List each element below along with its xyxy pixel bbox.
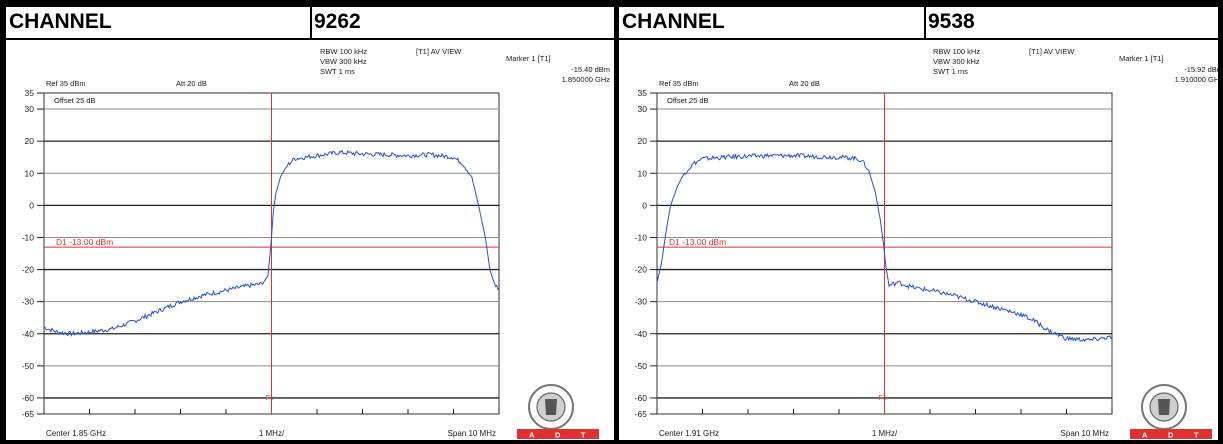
chart0-limit-line-label: D1 -13.00 dBm — [56, 237, 113, 247]
chart1-rbw-label: RBW 100 kHz — [933, 47, 980, 56]
chart1-span-label: Span 10 MHz — [1061, 429, 1109, 438]
chart1-y-tick-label: 35 — [638, 88, 648, 98]
chart0-ref-level-label: Ref 35 dBm — [46, 79, 86, 88]
chart0-y-tick-label: -10 — [22, 232, 35, 242]
chart1-ref-level-label: Ref 35 dBm — [659, 79, 699, 88]
chart0-y-tick-label: 30 — [25, 104, 35, 114]
spectrum-plot-channel-9262: 35 30 20 10 0 -10 -20 -30 -40 -50 -60 -65 RBW 100 kH… — [22, 47, 611, 440]
chart1-y-tick-label: -30 — [635, 297, 648, 307]
center-divider — [614, 0, 619, 444]
chart1-y-tick-label: 30 — [638, 104, 648, 114]
chart0-rbw-label: RBW 100 kHz — [320, 47, 367, 56]
chart1-y-tick-label: -40 — [635, 329, 648, 339]
top-border — [0, 0, 1223, 7]
chart0-y-tick-label: -60 — [22, 393, 35, 403]
chart0-seal-emblem — [545, 399, 557, 415]
chart1-swt-label: SWT 1 ms — [933, 67, 968, 76]
chart1-adt-letter-a: A — [1142, 431, 1148, 440]
chart1-limit-line-label: D1 -13.00 dBm — [669, 237, 726, 247]
chart0-y-tick-label: 0 — [29, 200, 34, 210]
chart1-attenuation-label: Att 20 dB — [789, 79, 820, 88]
chart1-y-tick-label: 10 — [638, 168, 648, 178]
header-channel-value-left: 9262 — [311, 7, 614, 39]
chart0-y-tick-label: 10 — [25, 168, 35, 178]
chart0-view-label: [T1] AV VIEW — [416, 47, 462, 56]
left-border — [0, 0, 6, 444]
chart0-adt-letter-t: T — [581, 431, 586, 440]
chart0-offset-label: Offset 25 dB — [54, 96, 96, 105]
chart1-adt-letter-t: T — [1194, 431, 1199, 440]
chart1-marker-level: -15.92 dBm — [1184, 65, 1218, 74]
header-cell-divider-left — [310, 7, 312, 39]
bottom-border — [0, 440, 1223, 444]
chart1-view-label: [T1] AV VIEW — [1029, 47, 1075, 56]
chart1-center-frequency-label: Center 1.91 GHz — [659, 429, 719, 438]
chart0-y-tick-label: 20 — [25, 136, 35, 146]
chart1-vbw-label: VBW 300 kHz — [933, 57, 980, 66]
chart0-swt-label: SWT 1 ms — [320, 67, 355, 76]
chart0-y-tick-label: -50 — [22, 361, 35, 371]
chart0-y-tick-label: -65 — [22, 409, 35, 419]
header-channel-label-right: CHANNEL — [619, 7, 925, 39]
chart1-adt-badge — [1130, 429, 1212, 439]
chart0-vbw-label: VBW 300 kHz — [320, 57, 367, 66]
chart0-y-tick-label: -40 — [22, 329, 35, 339]
chart1-y-tick-label: -20 — [635, 265, 648, 275]
chart0-marker-title: Marker 1 [T1] — [506, 54, 551, 63]
chart1-y-tick-label: -60 — [635, 393, 648, 403]
chart1-y-tick-label: -50 — [635, 361, 648, 371]
chart1-y-tick-label: -10 — [635, 232, 648, 242]
right-border — [1218, 0, 1223, 444]
chart0-y-tick-label: -30 — [22, 297, 35, 307]
header-channel-value-right: 9538 — [925, 7, 1218, 39]
chart0-adt-badge — [517, 429, 599, 439]
chart0-y-tick-label: 35 — [25, 88, 35, 98]
header-channel-label-left: CHANNEL — [6, 7, 311, 39]
chart1-seal-emblem — [1158, 399, 1170, 415]
chart0-marker-tag: F1 — [266, 395, 274, 402]
chart0-span-label: Span 10 MHz — [448, 429, 496, 438]
chart0-adt-letter-a: A — [529, 431, 535, 440]
chart0-marker-level: -15.40 dBm — [571, 65, 610, 74]
chart0-attenuation-label: Att 20 dB — [176, 79, 207, 88]
chart1-marker-title: Marker 1 [T1] — [1119, 54, 1164, 63]
header-cell-divider-right — [924, 7, 926, 39]
chart1-marker-frequency: 1.910000 GHz — [1175, 75, 1218, 84]
chart1-marker-tag: F1 — [879, 395, 887, 402]
chart0-adt-letter-d: D — [555, 431, 561, 440]
chart1-y-tick-label: 20 — [638, 136, 648, 146]
spectrum-plot-channel-9538: 35 30 20 10 0 -10 -20 -30 -40 -50 -60 -65 RBW 100 kH… — [635, 47, 1218, 440]
chart1-trace-line — [656, 152, 1113, 343]
chart1-y-tick-label: -65 — [635, 409, 648, 419]
chart1-y-tick-label: 0 — [642, 200, 647, 210]
chart0-marker-frequency: 1.850000 GHz — [562, 75, 611, 84]
chart0-center-frequency-label: Center 1.85 GHz — [46, 429, 106, 438]
chart1-per-division-label: 1 MHz/ — [872, 429, 898, 438]
chart0-per-division-label: 1 MHz/ — [259, 429, 285, 438]
chart1-adt-letter-d: D — [1168, 431, 1174, 440]
chart0-trace-line — [43, 149, 500, 337]
chart0-y-tick-label: -20 — [22, 265, 35, 275]
chart1-offset-label: Offset 25 dB — [667, 96, 709, 105]
header-divider — [0, 38, 1223, 40]
